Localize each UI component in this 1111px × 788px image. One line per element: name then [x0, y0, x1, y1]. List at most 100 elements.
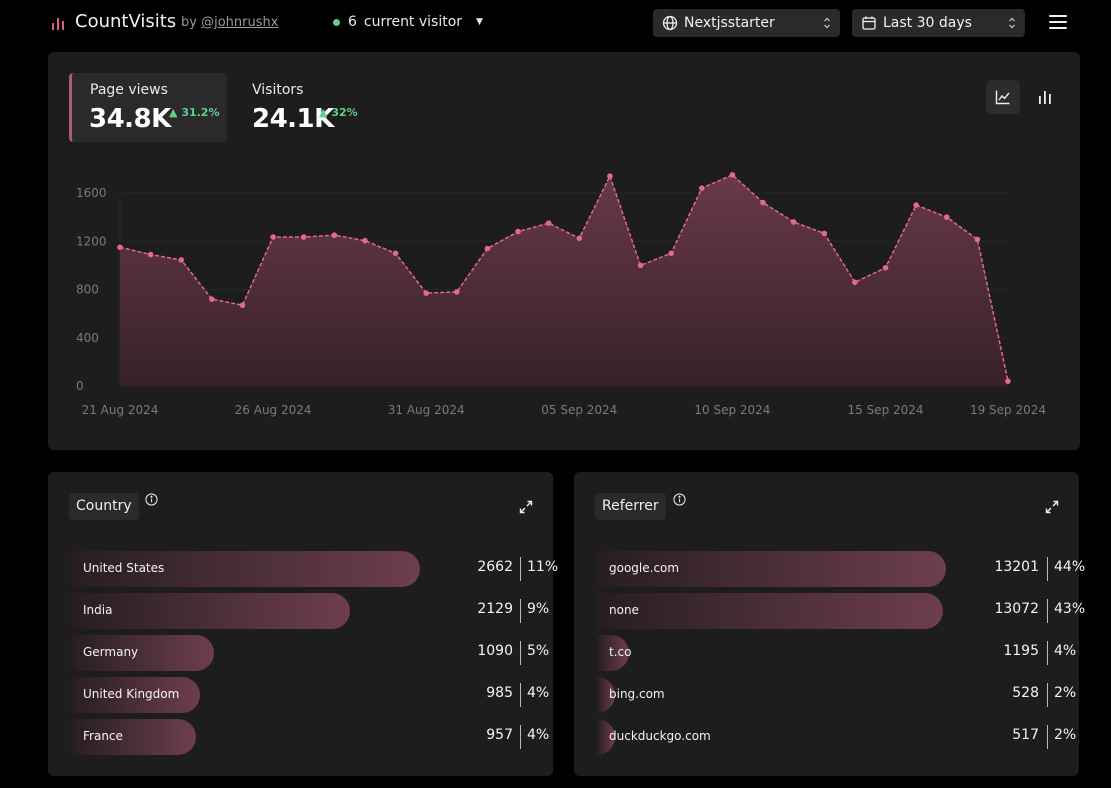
- data-point[interactable]: [209, 296, 215, 302]
- author-link[interactable]: @johnrushx: [201, 15, 279, 30]
- info-icon[interactable]: [145, 493, 158, 506]
- line-view-button[interactable]: [986, 80, 1020, 114]
- caret-down-icon: ▼: [476, 17, 483, 27]
- y-tick-label: 400: [76, 331, 99, 345]
- referrer-row-count: 13201: [994, 559, 1039, 575]
- referrer-row[interactable]: google.com 13201 44%: [597, 551, 1085, 587]
- y-tick-label: 800: [76, 283, 99, 297]
- referrer-row-bar: [597, 677, 615, 713]
- data-point[interactable]: [331, 232, 338, 239]
- data-point[interactable]: [423, 290, 430, 296]
- country-row[interactable]: United States 2662 11%: [71, 551, 558, 587]
- country-row-divider: [520, 557, 521, 581]
- expand-icon[interactable]: [519, 500, 533, 514]
- data-point[interactable]: [637, 262, 644, 269]
- referrer-row[interactable]: duckduckgo.com 517 2%: [597, 719, 1076, 755]
- data-point[interactable]: [484, 245, 491, 252]
- referrer-row-divider: [1047, 725, 1048, 749]
- site-select-value: Nextjsstarter: [684, 15, 775, 31]
- live-dot-icon: [333, 18, 340, 26]
- x-tick-label: 19 Sep 2024: [970, 403, 1046, 417]
- referrer-row-bar: [597, 551, 946, 587]
- x-tick-label: 10 Sep 2024: [694, 403, 770, 417]
- data-point[interactable]: [545, 220, 552, 226]
- site-select[interactable]: Nextjsstarter: [653, 9, 840, 37]
- data-point[interactable]: [270, 234, 276, 240]
- pageviews-value: 34.8K: [89, 104, 171, 134]
- by-label: by: [181, 15, 197, 30]
- visitors-change-value: 32%: [331, 106, 358, 119]
- area-fill: [120, 174, 1008, 386]
- expand-icon[interactable]: [1045, 500, 1059, 514]
- country-row[interactable]: Germany 1090 5%: [71, 635, 549, 671]
- visitor-label: current visitor: [363, 14, 463, 30]
- x-tick-label: 05 Sep 2024: [541, 403, 617, 417]
- country-row-divider: [520, 683, 521, 707]
- bar-view-button[interactable]: [1028, 80, 1062, 114]
- country-row[interactable]: France 957 4%: [71, 719, 549, 755]
- x-tick-label: 26 Aug 2024: [235, 403, 312, 417]
- data-point[interactable]: [821, 230, 828, 237]
- referrer-row[interactable]: t.co 1195 4%: [597, 635, 1076, 671]
- referrer-row[interactable]: bing.com 528 2%: [597, 677, 1076, 713]
- visitors-label: Visitors: [252, 82, 304, 98]
- country-row-bar: [71, 551, 420, 587]
- data-point[interactable]: [454, 289, 460, 295]
- referrer-card: Referrer google.com 13201 44% none 13072 43% t…: [574, 472, 1085, 776]
- data-point[interactable]: [668, 250, 674, 257]
- data-point[interactable]: [729, 172, 736, 178]
- pageviews-area-chart: 0 400 800 1200 1600 21 Aug 2024 26 Aug 2024 31 …: [76, 172, 1046, 417]
- data-point[interactable]: [852, 279, 858, 286]
- data-point[interactable]: [392, 250, 399, 257]
- data-point[interactable]: [178, 257, 185, 263]
- data-point[interactable]: [760, 199, 766, 206]
- data-point[interactable]: [943, 214, 950, 220]
- info-icon[interactable]: [673, 493, 686, 506]
- data-point[interactable]: [913, 202, 919, 208]
- data-point[interactable]: [698, 185, 705, 191]
- current-visitor-dropdown[interactable]: 6 current visitor ▼: [333, 14, 483, 30]
- bar-chart-icon: [52, 18, 64, 30]
- date-range-value: Last 30 days: [883, 15, 972, 31]
- data-point[interactable]: [576, 235, 583, 242]
- top-bar: CountVisits by @johnrushx 6 current visi…: [0, 0, 1111, 46]
- referrer-row[interactable]: none 13072 43%: [597, 593, 1085, 629]
- referrer-row-percent: 2%: [1054, 685, 1077, 701]
- visitor-count: 6: [348, 14, 357, 30]
- referrer-row-bar: [597, 719, 615, 755]
- data-point[interactable]: [790, 219, 797, 225]
- country-row-count: 1090: [477, 643, 513, 659]
- country-row-bar: [71, 635, 214, 671]
- data-point[interactable]: [607, 173, 613, 179]
- pageviews-chart-card: 0 400 800 1200 1600 21 Aug 2024 26 Aug 2024 31 …: [48, 52, 1080, 450]
- data-point[interactable]: [300, 234, 307, 240]
- app-title[interactable]: CountVisits: [75, 11, 177, 32]
- data-point[interactable]: [362, 237, 368, 244]
- pageviews-label: Page views: [90, 82, 168, 98]
- country-row-count: 2129: [477, 601, 513, 617]
- hamburger-menu-icon[interactable]: [1049, 15, 1067, 31]
- visitors-stat-tab[interactable]: Visitors 24.1K ▲ 32%: [235, 73, 385, 142]
- data-point[interactable]: [239, 302, 246, 308]
- data-point[interactable]: [974, 236, 981, 243]
- referrer-row-label: t.co: [609, 645, 632, 659]
- country-row[interactable]: United Kingdom 985 4%: [71, 677, 549, 713]
- country-row-percent: 4%: [527, 727, 550, 743]
- y-tick-label: 1200: [76, 234, 107, 248]
- data-point[interactable]: [147, 251, 154, 258]
- pageviews-stat-tab[interactable]: Page views 34.8K ▲ 31.2%: [69, 73, 227, 142]
- country-row[interactable]: India 2129 9%: [71, 593, 549, 629]
- data-point[interactable]: [515, 228, 521, 235]
- data-point[interactable]: [882, 264, 889, 271]
- country-row-count: 957: [486, 727, 513, 743]
- x-tick-label: 15 Sep 2024: [847, 403, 923, 417]
- country-title: Country: [69, 493, 139, 520]
- date-range-select[interactable]: Last 30 days: [852, 9, 1025, 37]
- country-row-percent: 9%: [527, 601, 550, 617]
- line-chart-icon: [995, 90, 1010, 105]
- referrer-row-label: duckduckgo.com: [609, 729, 711, 743]
- data-point[interactable]: [117, 244, 123, 251]
- referrer-row-label: bing.com: [609, 687, 665, 701]
- bar-chart-icon: [1039, 91, 1051, 104]
- data-point[interactable]: [1005, 378, 1011, 384]
